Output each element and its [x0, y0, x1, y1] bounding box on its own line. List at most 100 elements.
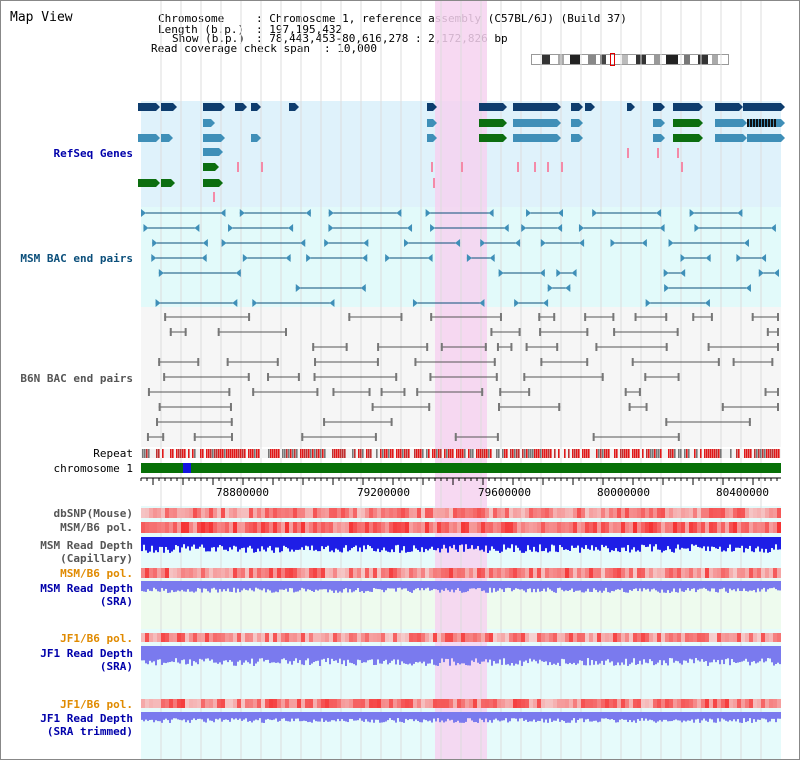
polymorphism-cell: [765, 522, 769, 533]
depth-bar: [331, 646, 333, 659]
polymorphism-cell: [769, 568, 773, 578]
repeat-element: [220, 449, 222, 458]
polymorphism-cell: [573, 699, 577, 708]
polymorphism-cell: [585, 568, 589, 578]
polymorphism-cell: [601, 633, 605, 642]
depth-bar: [581, 712, 583, 719]
depth-bar: [689, 646, 691, 659]
depth-bar: [689, 712, 691, 721]
depth-bar: [151, 537, 153, 546]
depth-bar: [145, 712, 147, 720]
bac-end: [540, 239, 546, 247]
depth-bar: [725, 537, 727, 552]
repeat-element: [238, 449, 240, 458]
polymorphism-cell: [181, 508, 185, 518]
depth-bar: [149, 646, 151, 661]
repeat-element: [388, 449, 390, 458]
depth-bar: [497, 581, 499, 591]
polymorphism-cell: [609, 568, 613, 578]
polymorphism-cell: [769, 508, 773, 518]
depth-bar: [735, 712, 737, 722]
depth-bar: [475, 581, 477, 590]
polymorphism-cell: [493, 508, 497, 518]
polymorphism-cell: [717, 508, 721, 518]
polymorphism-cell: [573, 568, 577, 578]
depth-bar: [547, 581, 549, 588]
depth-bar: [591, 581, 593, 592]
depth-bar: [703, 581, 705, 588]
depth-bar: [273, 712, 275, 720]
depth-bar: [231, 581, 233, 592]
depth-bar: [221, 581, 223, 592]
repeat-element: [756, 449, 758, 458]
polymorphism-cell: [413, 633, 417, 642]
repeat-element: [258, 449, 260, 458]
depth-bar: [393, 712, 395, 721]
polymorphism-cell: [473, 699, 477, 708]
polymorphism-cell: [641, 633, 645, 642]
polymorphism-cell: [765, 699, 769, 708]
repeat-element: [282, 449, 284, 458]
depth-bar: [573, 646, 575, 663]
depth-bar: [489, 646, 491, 660]
polymorphism-cell: [441, 633, 445, 642]
depth-bar: [175, 581, 177, 592]
depth-bar: [547, 537, 549, 553]
repeat-element: [672, 449, 674, 458]
depth-bar: [199, 712, 201, 719]
repeat-element: [402, 449, 404, 458]
polymorphism-cell: [437, 633, 441, 642]
repeat-element: [600, 449, 602, 458]
depth-bar: [635, 646, 637, 665]
depth-bar: [573, 537, 575, 548]
polymorphism-cell: [293, 508, 297, 518]
gene-feature: [653, 134, 661, 142]
depth-bar: [143, 646, 145, 661]
repeat-element: [736, 449, 738, 458]
polymorphism-cell: [281, 522, 285, 533]
repeat-element: [668, 449, 670, 458]
depth-bar: [257, 537, 259, 549]
ideogram-view-marker[interactable]: [610, 53, 615, 66]
depth-bar: [765, 646, 767, 662]
depth-bar: [151, 646, 153, 663]
depth-bar: [485, 712, 487, 719]
bac-end: [267, 373, 270, 381]
polymorphism-cell: [697, 699, 701, 708]
polymorphism-cell: [313, 633, 317, 642]
polymorphism-cell: [173, 699, 177, 708]
bac-end: [745, 284, 751, 292]
gene-exon: [771, 119, 773, 127]
depth-bar: [757, 581, 759, 589]
polymorphism-cell: [345, 633, 349, 642]
depth-bar: [149, 581, 151, 591]
depth-bar: [541, 712, 543, 719]
depth-bar: [425, 646, 427, 666]
polymorphism-cell: [273, 699, 277, 708]
polymorphism-cell: [741, 699, 745, 708]
depth-bar: [295, 712, 297, 719]
depth-bar: [297, 581, 299, 592]
repeat-element: [170, 449, 172, 458]
depth-bar: [747, 712, 749, 722]
polymorphism-cell: [429, 699, 433, 708]
repeat-element: [598, 449, 600, 458]
polymorphism-cell: [289, 633, 293, 642]
polymorphism-cell: [705, 633, 709, 642]
bac-end: [163, 373, 166, 381]
depth-bar: [399, 712, 401, 722]
polymorphism-cell: [693, 522, 697, 533]
polymorphism-cell: [521, 699, 525, 708]
polymorphism-cell: [257, 522, 261, 533]
depth-bar: [737, 581, 739, 589]
depth-bar: [699, 581, 701, 589]
polymorphism-cell: [609, 508, 613, 518]
polymorphism-cell: [757, 522, 761, 533]
bac-end: [306, 254, 312, 262]
bac-end: [158, 403, 161, 411]
polymorphism-cell: [233, 522, 237, 533]
polymorphism-cell: [317, 522, 321, 533]
repeat-element: [370, 449, 372, 458]
repeat-element: [648, 449, 650, 458]
